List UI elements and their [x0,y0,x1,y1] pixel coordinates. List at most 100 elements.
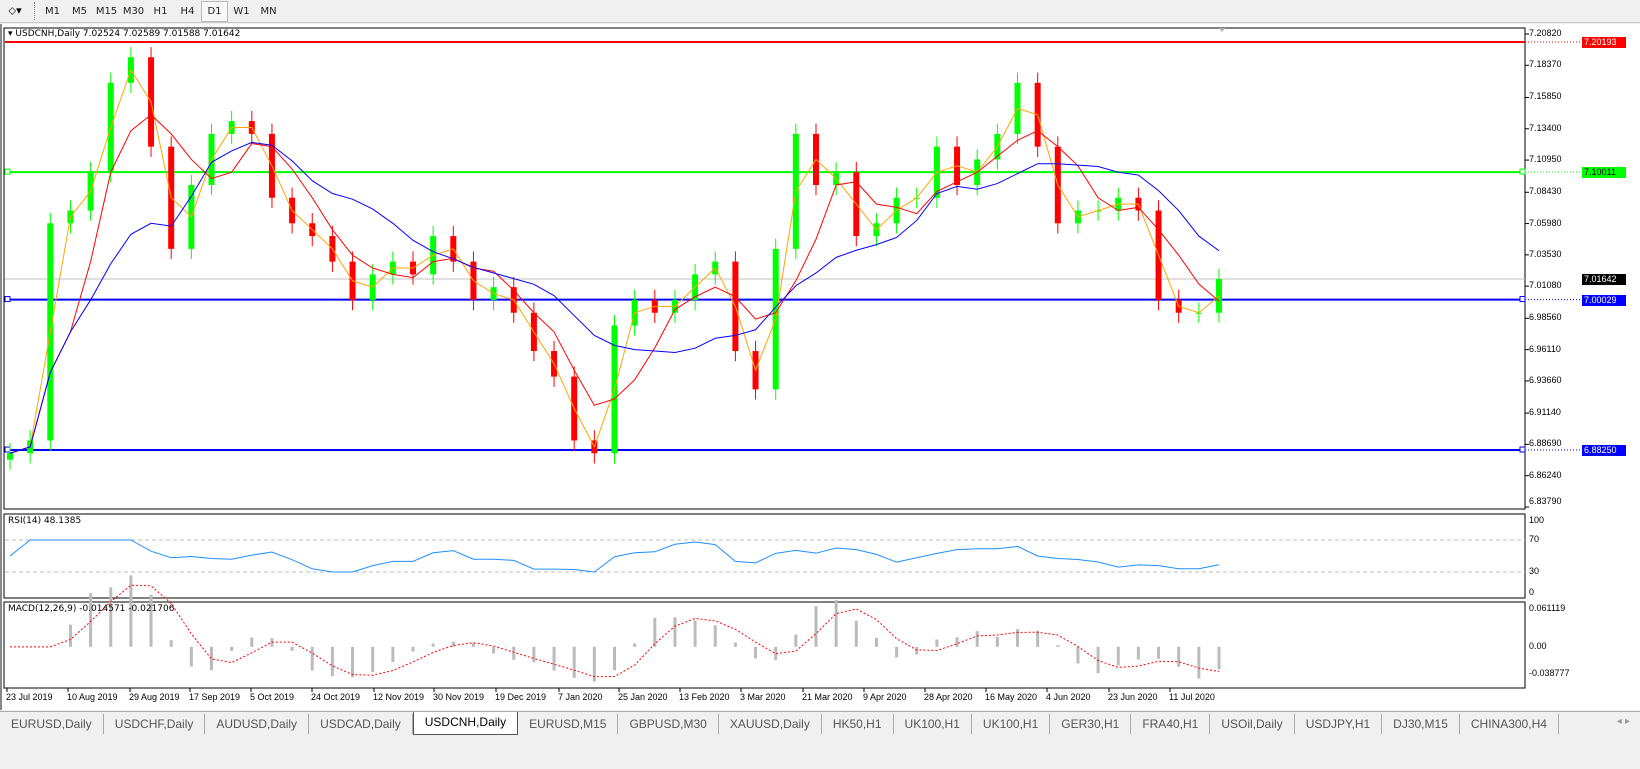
date-axis-label: 7 Jan 2020 [558,692,603,702]
date-axis-label: 5 Oct 2019 [250,692,295,702]
date-axis-label: 23 Jul 2019 [6,692,53,702]
chart-tab[interactable]: AUDUSD,Daily [205,713,310,734]
line-handle [4,296,11,303]
line-handle [4,168,11,175]
price-axis-label: 7.01080 [1529,280,1562,291]
current-price-tag: 7.01642 [1582,273,1626,285]
date-axis-label: 25 Jan 2020 [618,692,668,702]
chart-tab[interactable]: USOil,Daily [1210,713,1295,734]
chart-tab[interactable]: UK100,H1 [894,713,972,734]
date-axis-label: 29 Aug 2019 [129,692,180,702]
hline-price-tag: 7.20193 [1582,37,1626,48]
date-axis-label: 9 Apr 2020 [863,692,907,702]
ma-mid-line [9,114,1220,454]
date-axis-label: 12 Nov 2019 [373,692,425,702]
timeframe-mn[interactable]: MN [260,5,277,17]
line-handle [4,446,11,453]
line-handle [1519,168,1526,175]
timeframe-m15[interactable]: M15 [95,5,118,17]
chart-tab[interactable]: GBPUSD,M30 [618,713,719,734]
chart-tab[interactable]: HK50,H1 [822,713,894,734]
chart-tab[interactable]: USDCAD,Daily [309,713,413,734]
ma-fast-line [9,68,1220,454]
date-axis-label: 10 Aug 2019 [67,692,118,702]
timeframe-m30[interactable]: M30 [122,5,145,17]
date-axis-label: 4 Jun 2020 [1046,692,1091,702]
date-axis-label: 24 Oct 2019 [311,692,361,702]
date-axis-label: 23 Jun 2020 [1108,692,1158,702]
price-axis-label: 7.05980 [1529,217,1562,228]
price-axis-label: 7.20820 [1529,28,1562,38]
ma-slow-line [9,141,1220,454]
date-axis-label: 3 Mar 2020 [740,692,786,702]
price-axis-label: 7.18370 [1529,59,1562,70]
rsi-line [9,539,1220,573]
price-axis-label: 6.86240 [1529,469,1562,480]
price-axis-label: 7.03530 [1529,248,1562,259]
chart-canvas[interactable] [2,24,1640,710]
price-axis-label: 6.96110 [1529,343,1561,354]
rsi-pane-frame [3,513,1526,599]
timeframe-m5[interactable]: M5 [72,5,87,17]
chart-tab[interactable]: XAUUSD,Daily [719,713,822,734]
timeframe-toolbar: ⬦▾ M1 M5 M15 M30 H1 H4 D1 W1 MN [0,0,1640,23]
rsi-label: RSI(14) 48.1385 [8,516,82,526]
macd-axis-label: 0.00 [1529,640,1547,651]
date-axis-label: 28 Apr 2020 [924,692,973,702]
chart-tab[interactable]: EURUSD,M15 [518,713,619,734]
macd-signal-line [10,584,1220,678]
date-axis-label: 11 Jul 2020 [1169,692,1215,702]
macd-pane-frame [3,601,1526,689]
price-axis-label: 6.93660 [1529,374,1562,385]
symbol-info-text: USDCNH,Daily 7.02524 7.02589 7.01588 7.0… [15,29,241,39]
macd-label: MACD(12,26,9) -0.014571 -0.021706 [8,604,175,614]
main-pane-frame [3,27,1526,510]
hline-price-tag: 7.10011 [1582,167,1626,179]
price-axis-label: 6.98560 [1529,312,1562,323]
timeframe-h1[interactable]: H1 [153,5,168,17]
symbol-info: ▾ USDCNH,Daily 7.02524 7.02589 7.01588 7… [8,29,241,39]
price-axis-label: 6.83790 [1529,496,1562,506]
chart-tab[interactable]: DJ30,M15 [1382,713,1460,734]
chart-tab[interactable]: USDCNH,Daily [412,712,519,735]
rsi-axis-label: 70 [1529,534,1540,544]
chart-tabs: EURUSD,Daily USDCHF,Daily AUDUSD,Daily USDC… [0,711,1640,735]
chart-tab[interactable]: CHINA300,H4 [1460,713,1559,734]
timeframe-m1[interactable]: M1 [45,5,60,17]
chart-tab[interactable]: FRA40,H1 [1131,713,1211,734]
date-axis-label: 17 Sep 2019 [189,692,241,702]
chart-tab[interactable]: UK100,H1 [972,713,1051,734]
price-axis-label: 6.88690 [1529,438,1562,449]
macd-axis-label: 0.061119 [1529,603,1566,613]
toolbar-grip [34,2,35,20]
date-axis-label: 16 May 2020 [985,692,1038,702]
chart-tab[interactable]: GER30,H1 [1050,713,1132,734]
date-axis-label: 13 Feb 2020 [679,692,730,702]
tab-scroll-arrows[interactable]: ◂ ▸ [1616,716,1630,727]
candle-body [7,453,13,460]
rsi-axis-label: 0 [1529,587,1535,597]
drawing-tools-icon[interactable]: ⬦▾ [8,4,22,17]
chart-window[interactable]: ▾ USDCNH,Daily 7.02524 7.02589 7.01588 7… [0,24,1640,710]
price-axis-label: 7.08430 [1529,186,1562,197]
date-axis-label: 21 Mar 2020 [802,692,853,702]
date-axis-label: 19 Dec 2019 [495,692,547,702]
date-axis-label: 30 Nov 2019 [433,692,485,702]
chart-tab[interactable]: USDCHF,Daily [104,713,206,734]
price-axis-label: 7.10950 [1529,154,1562,165]
price-axis-label: 6.91140 [1529,407,1561,418]
line-handle [1519,446,1526,453]
timeframe-d1[interactable]: D1 [201,0,228,22]
hline-price-tag: 7.00029 [1582,294,1626,306]
rsi-axis-label: 100 [1529,515,1545,525]
line-handle [1519,296,1526,303]
shift-marker-icon [1219,28,1225,32]
timeframe-h4[interactable]: H4 [180,5,195,17]
price-axis-label: 7.13400 [1529,122,1562,133]
chart-tab[interactable]: USDJPY,H1 [1295,713,1383,734]
price-axis-label: 7.15850 [1529,91,1562,102]
macd-axis-label: -0.038777 [1529,668,1570,678]
timeframe-w1[interactable]: W1 [233,5,250,17]
chart-tab[interactable]: EURUSD,Daily [0,713,104,734]
hline-price-tag: 6.88250 [1582,445,1626,457]
